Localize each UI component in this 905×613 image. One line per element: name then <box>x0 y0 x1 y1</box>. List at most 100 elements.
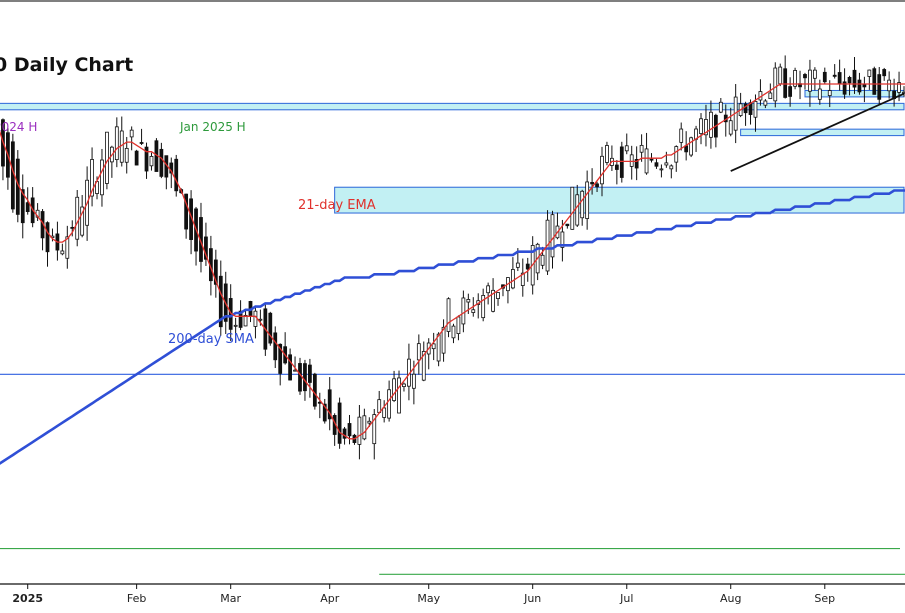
candle <box>174 154 179 197</box>
candle-body-down <box>218 275 223 328</box>
candle <box>431 332 436 361</box>
candle <box>169 157 174 189</box>
candle-body-down <box>837 72 842 85</box>
candle-body-down <box>832 74 837 77</box>
candle-body-down <box>565 223 570 227</box>
candle <box>288 348 292 381</box>
candle-body-up <box>411 373 416 389</box>
candle <box>362 408 367 441</box>
candle <box>565 223 570 229</box>
candle-body-down <box>634 159 639 169</box>
candle-body-up <box>80 206 85 236</box>
candle <box>600 146 604 197</box>
candle-body-down <box>614 164 619 170</box>
candle-body-up <box>372 414 377 445</box>
candle-body-down <box>595 183 599 188</box>
candle-body-up <box>243 314 248 327</box>
candle-body-up <box>451 325 456 339</box>
candle <box>669 164 674 179</box>
candle <box>793 67 797 90</box>
candle-body-down <box>204 236 208 260</box>
candle-body-up <box>605 145 609 163</box>
candle <box>70 220 75 237</box>
candle-body-up <box>114 126 119 161</box>
candle-body-up <box>481 295 486 319</box>
candle <box>525 257 530 282</box>
candle-body-up <box>728 120 733 135</box>
candle-body-down <box>273 332 278 361</box>
candle <box>481 288 486 322</box>
candle-body-up <box>902 91 905 94</box>
candle-body-up <box>778 66 783 85</box>
candle-body-up <box>466 299 471 303</box>
candle-body-up <box>674 146 679 163</box>
candle-body-down <box>862 83 867 88</box>
candle <box>184 193 189 239</box>
candle <box>60 243 65 256</box>
x-tick-label: May <box>417 592 440 605</box>
candle-body-up <box>515 262 520 268</box>
candle-body-up <box>382 407 387 418</box>
candle <box>877 67 882 105</box>
candle <box>491 278 495 313</box>
candle <box>659 164 664 178</box>
x-tick-label: Sep <box>814 592 835 605</box>
candle-body-up <box>808 69 812 92</box>
candle-body-down <box>857 79 862 93</box>
candle-body-up <box>520 272 525 286</box>
candle-body-down <box>803 74 807 79</box>
candle <box>619 141 624 183</box>
candle-body-down <box>847 77 852 84</box>
candle <box>446 297 451 338</box>
candle-body-down <box>525 263 530 270</box>
candlestick-series <box>1 55 905 460</box>
candle-body-up <box>575 194 580 226</box>
candle <box>614 160 619 185</box>
candle <box>421 341 426 382</box>
candle <box>213 249 218 298</box>
candle-body-up <box>446 298 451 332</box>
candle-body-up <box>75 196 80 240</box>
candle-body-up <box>897 82 901 93</box>
x-tick-label: Feb <box>127 592 146 605</box>
candle <box>496 292 500 306</box>
candle <box>887 71 892 99</box>
candle-body-up <box>60 250 65 255</box>
candle <box>402 382 406 392</box>
candle-body-up <box>496 292 500 299</box>
candle-body-down <box>159 148 164 177</box>
zone-mid-support-zone <box>334 186 905 214</box>
candle-body-up <box>491 289 495 312</box>
candle <box>129 126 134 151</box>
candle-body-down <box>877 74 882 100</box>
candle <box>570 186 575 230</box>
candle-body-down <box>20 189 25 224</box>
candle <box>545 210 550 275</box>
candle-body-up <box>709 111 713 138</box>
candle-body-up <box>65 236 70 259</box>
candle-body-up <box>570 186 575 230</box>
candle <box>20 174 25 239</box>
candle-body-up <box>416 343 421 361</box>
candle-body-up <box>431 343 436 350</box>
candle-body-down <box>288 354 292 381</box>
candle-body-up <box>540 254 545 266</box>
candle-body-up <box>793 70 797 87</box>
candle <box>718 97 723 114</box>
chart-title: 0 Daily Chart <box>0 54 133 76</box>
candle-body-up <box>718 101 723 113</box>
candle <box>372 408 377 460</box>
candle <box>882 67 887 81</box>
candle-body-up <box>624 145 629 152</box>
candle <box>268 311 273 346</box>
candle <box>149 152 154 171</box>
candle <box>100 148 104 207</box>
candle-body-down <box>238 310 243 328</box>
candle-body-down <box>169 162 174 174</box>
candle <box>585 170 590 230</box>
candle-body-up <box>580 190 585 219</box>
candle <box>238 300 243 331</box>
candle-body-up <box>456 316 461 334</box>
candle-body-up <box>397 377 401 414</box>
candle-body-down <box>278 343 283 374</box>
